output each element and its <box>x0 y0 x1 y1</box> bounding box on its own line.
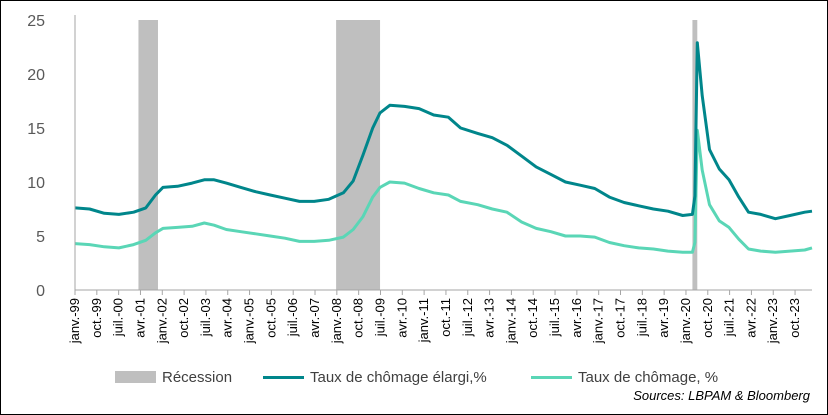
x-tick-label: oct.-99 <box>89 298 104 338</box>
x-tick-label: avr.-01 <box>132 298 147 338</box>
x-tick-label: janv.-99 <box>67 298 82 344</box>
x-tick-label: juil.-03 <box>198 298 213 337</box>
y-axis-ticks: 0 5 10 15 20 25 <box>27 13 45 300</box>
x-tick-label: juil.-15 <box>547 298 562 337</box>
recession-band-1 <box>138 20 158 290</box>
legend-swatch-broad-rate <box>263 375 304 379</box>
x-tick-label: juil.-00 <box>111 298 126 337</box>
legend: Récession Taux de chômage élargi,% Taux … <box>0 366 828 388</box>
legend-item-rate: Taux de chômage, % <box>531 366 718 388</box>
x-tick-label: oct.-02 <box>176 298 191 338</box>
series-line-1 <box>74 41 813 221</box>
x-tick-label: janv.-05 <box>242 298 257 344</box>
x-tick-label: janv.-02 <box>154 298 169 344</box>
x-tick-label: juil.-21 <box>722 298 737 337</box>
series-line-2 <box>74 128 813 254</box>
x-tick-label: janv.-23 <box>765 298 780 344</box>
x-tick-label: oct.-05 <box>263 298 278 338</box>
legend-label-broad-rate: Taux de chômage élargi,% <box>310 368 487 386</box>
legend-swatch-rate <box>531 375 572 379</box>
x-tick-label: janv.-17 <box>591 298 606 344</box>
legend-item-recession: Récession <box>115 366 232 388</box>
y-tick-label: 20 <box>27 67 45 84</box>
x-tick-label: janv.-20 <box>678 298 693 344</box>
axes <box>74 15 812 291</box>
x-tick-label: avr.-22 <box>743 298 758 338</box>
legend-label-rate: Taux de chômage, % <box>578 368 719 386</box>
x-tick-label: avr.-19 <box>656 298 671 338</box>
x-tick-label: avr.-04 <box>220 298 235 338</box>
x-tick-label: oct.-23 <box>787 298 802 338</box>
y-tick-label: 10 <box>27 175 45 192</box>
x-tick-label: oct.-14 <box>525 298 540 338</box>
x-tick-label: oct.-20 <box>700 298 715 338</box>
source-note: Sources: LBPAM & Bloomberg <box>633 388 810 403</box>
x-tick-label: juil.-18 <box>634 298 649 337</box>
series-lines <box>74 41 813 254</box>
x-axis-ticks: janv.-99 oct.-99 juil.-00 avr.-01 janv.-02 oc… <box>67 290 802 344</box>
x-tick-label: juil.-09 <box>372 298 387 337</box>
legend-label-recession: Récession <box>162 368 233 386</box>
x-tick-label: avr.-16 <box>569 298 584 338</box>
legend-swatch-recession <box>115 371 156 383</box>
recession-bands <box>138 20 698 290</box>
recession-band-2 <box>336 20 381 290</box>
x-tick-label: janv.-11 <box>416 298 431 343</box>
x-tick-label: juil.-06 <box>285 298 300 337</box>
x-tick-label: avr.-07 <box>307 298 322 338</box>
x-tick-label: juil.-12 <box>460 298 475 337</box>
x-tick-label: oct.-11 <box>438 298 453 337</box>
y-tick-label: 0 <box>36 283 45 300</box>
legend-item-broad-rate: Taux de chômage élargi,% <box>263 366 487 388</box>
y-tick-label: 25 <box>27 13 45 30</box>
y-tick-label: 5 <box>36 229 45 246</box>
y-tick-label: 15 <box>27 121 45 138</box>
x-tick-label: avr.-13 <box>482 298 497 338</box>
x-tick-label: oct.-08 <box>351 298 366 338</box>
x-tick-label: janv.-14 <box>503 298 518 344</box>
x-tick-label: oct.-17 <box>613 298 628 338</box>
x-tick-label: janv.-08 <box>329 298 344 344</box>
x-tick-label: avr.-10 <box>394 298 409 338</box>
